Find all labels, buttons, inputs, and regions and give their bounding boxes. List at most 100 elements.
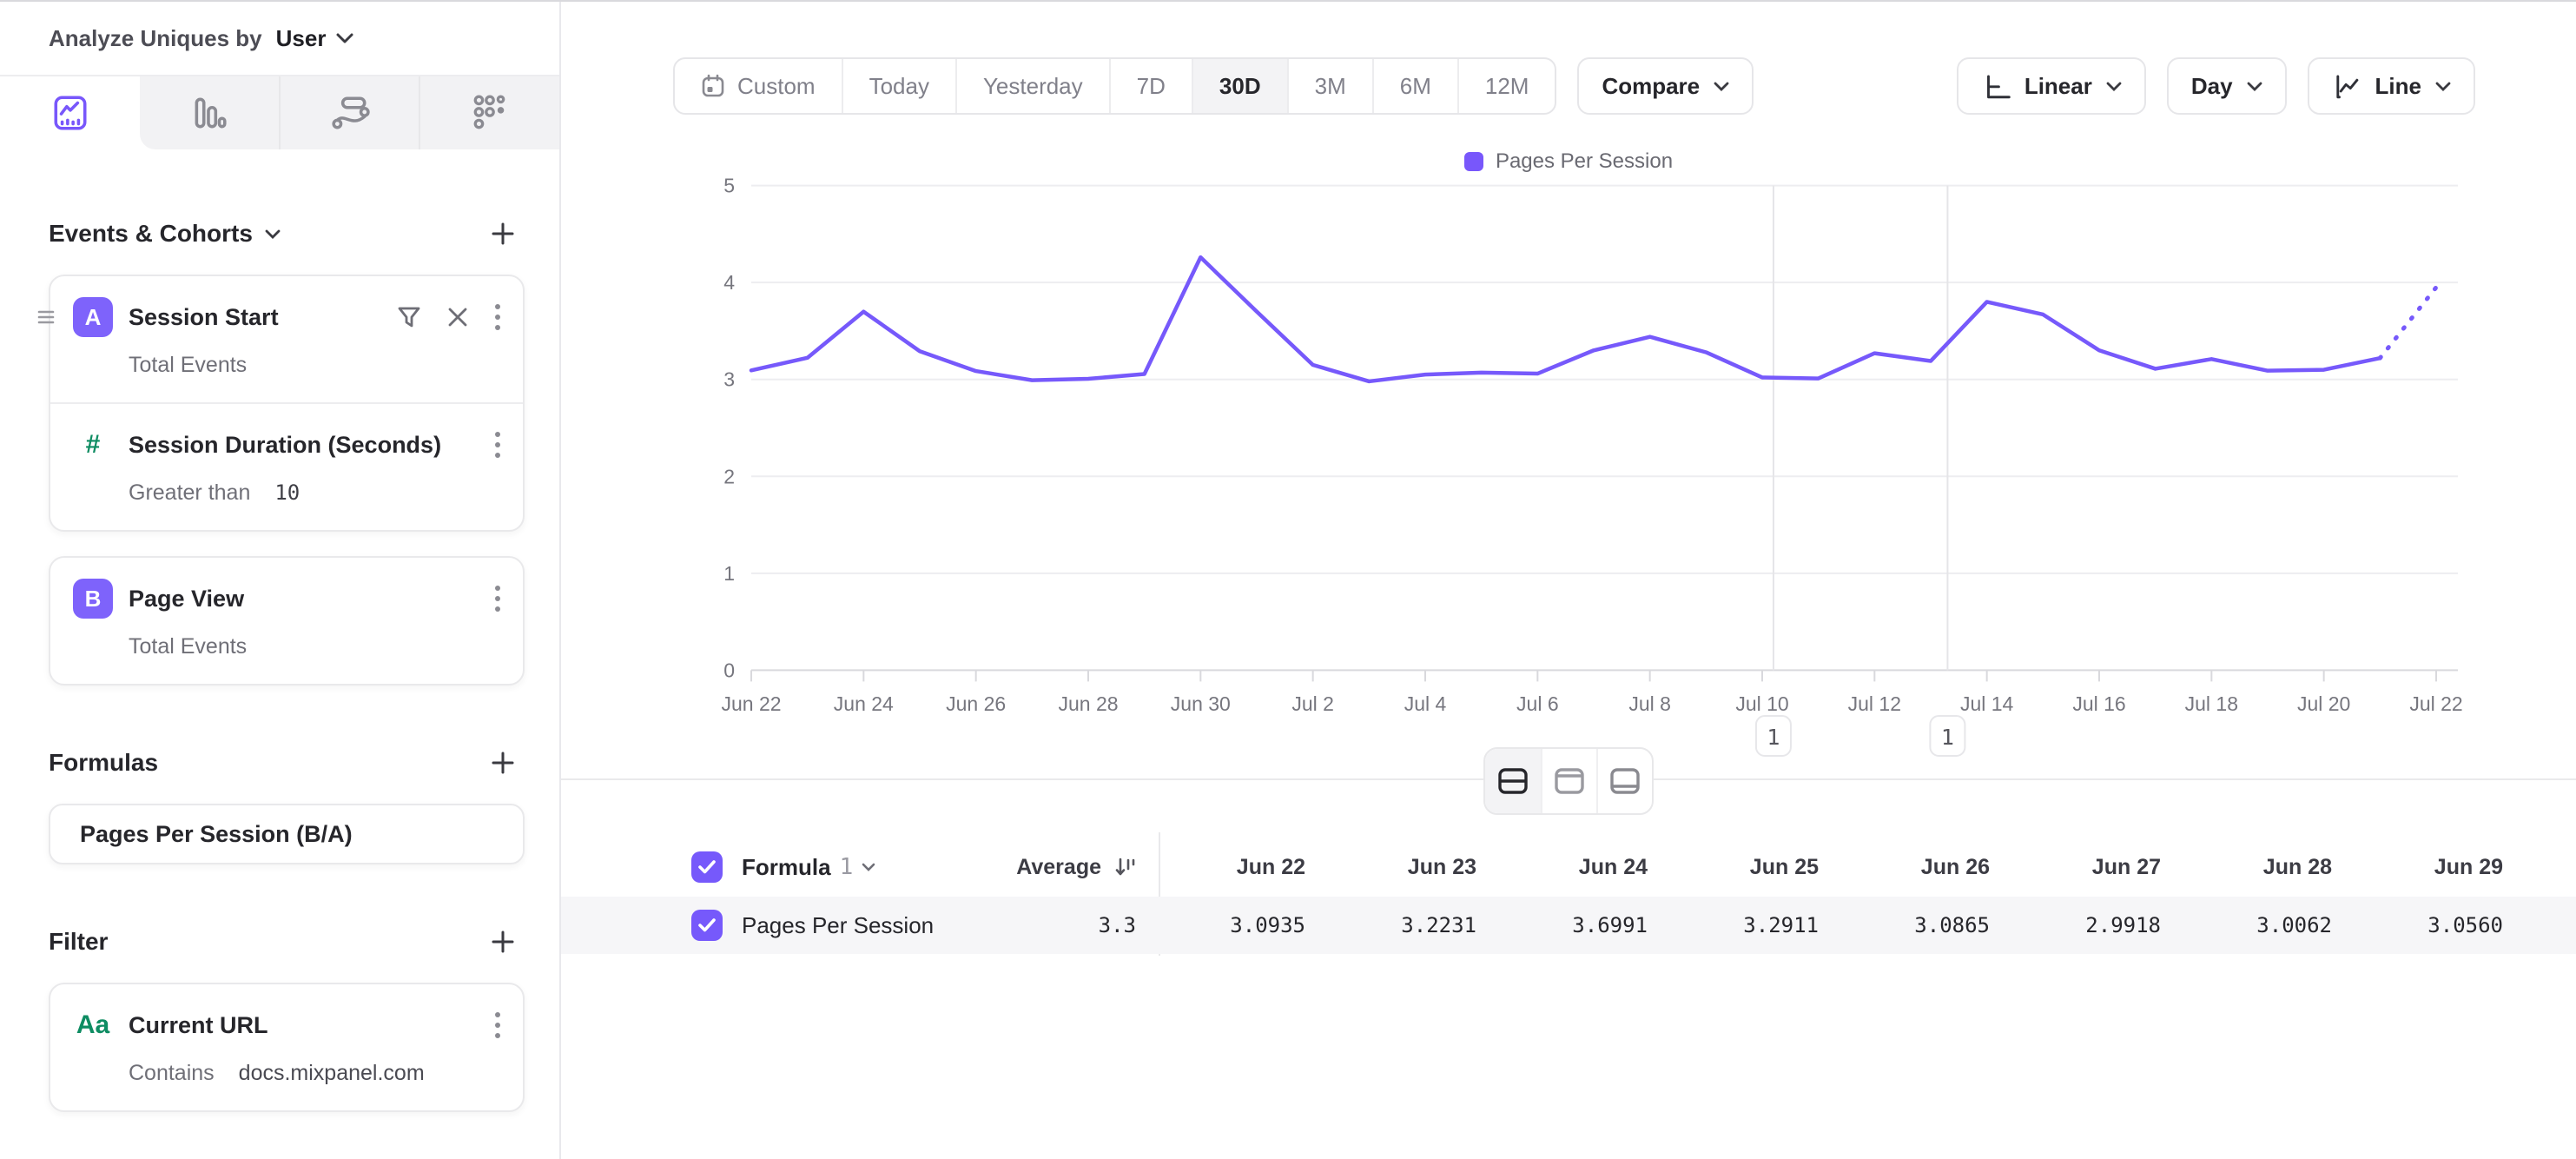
filter-header: Filter: [49, 925, 519, 958]
report-main-area: Custom Today Yesterday 7D 30D 3M 6M 12M Compare…: [561, 2, 2576, 1159]
x-axis-label: Jul 14: [1960, 692, 2014, 715]
y-axis-label: 3: [723, 368, 735, 391]
x-axis-label: Jun 26: [946, 692, 1006, 715]
date-column-header: Jun 22: [1236, 854, 1305, 879]
date-range-6m[interactable]: 6M: [1371, 59, 1457, 113]
chevron-down-icon: [2106, 82, 2122, 91]
chart-type-label: Line: [2375, 72, 2421, 99]
interval-selector-button[interactable]: Day: [2166, 57, 2287, 115]
y-axis-label: 5: [723, 175, 735, 197]
date-range-3m[interactable]: 3M: [1286, 59, 1372, 113]
formula-group-dropdown[interactable]: Formula 1: [742, 854, 875, 881]
event-letter-badge: A: [73, 297, 113, 337]
compare-button[interactable]: Compare: [1577, 57, 1754, 115]
date-range-30d[interactable]: 30D: [1191, 59, 1287, 113]
date-column-header: Jun 24: [1578, 854, 1648, 879]
x-axis-label: Jun 22: [721, 692, 781, 715]
interval-label: Day: [2190, 72, 2233, 99]
date-range-12m[interactable]: 12M: [1456, 59, 1556, 113]
annotation-count[interactable]: 1: [1941, 725, 1954, 750]
date-range-yesterday[interactable]: Yesterday: [954, 59, 1109, 113]
table-column-divider: [1159, 832, 1160, 956]
x-axis-label: Jul 10: [1735, 692, 1788, 715]
event-row-page-view[interactable]: B Page View Total Events: [50, 558, 523, 684]
events-cohorts-title-control[interactable]: Events & Cohorts: [49, 220, 281, 248]
y-axis-label: 2: [723, 465, 735, 487]
analyze-by-control[interactable]: Analyze Uniques by User: [0, 2, 559, 76]
date-range-7d[interactable]: 7D: [1108, 59, 1192, 113]
view-toggle-group: [1483, 747, 1654, 815]
x-axis-label: Jul 16: [2072, 692, 2125, 715]
linear-scale-icon: [1981, 71, 2011, 101]
retention-grid-icon: [470, 93, 510, 133]
kebab-menu-icon[interactable]: [493, 1010, 502, 1040]
date-column-header: Jun 23: [1407, 854, 1476, 879]
operator-label[interactable]: Greater than: [129, 480, 251, 505]
chart-legend-item[interactable]: Pages Per Session: [561, 149, 2576, 174]
scale-selector-button[interactable]: Linear: [1956, 57, 2146, 115]
tab-insights[interactable]: [0, 76, 140, 149]
formulas-title: Formulas: [49, 749, 159, 776]
annotation-badge[interactable]: [1929, 715, 1966, 757]
y-axis-label: 4: [723, 271, 735, 294]
insights-chart-icon: [50, 93, 90, 133]
operand-value[interactable]: docs.mixpanel.com: [238, 1061, 425, 1085]
filter-funnel-icon[interactable]: [396, 304, 422, 330]
kebab-menu-icon[interactable]: [493, 430, 502, 460]
analyze-by-value[interactable]: User: [275, 24, 327, 51]
formula-item[interactable]: Pages Per Session (B/A): [49, 804, 525, 864]
toggle-chart-only-view[interactable]: [1541, 749, 1596, 813]
chevron-down-icon: [265, 229, 281, 239]
line-chart-canvas: 0 1 2 3 4 5 Jun 22 Jun 24 Jun 26 Jun 28 Jun 30 Jul …: [721, 175, 2463, 757]
formulas-header: Formulas: [49, 746, 519, 779]
sort-descending-icon[interactable]: [1113, 856, 1136, 878]
toggle-split-view[interactable]: [1485, 749, 1541, 813]
x-axis-label: Jul 2: [1291, 692, 1334, 715]
chart-type-selector-button[interactable]: Line: [2307, 57, 2475, 115]
annotation-count[interactable]: 1: [1767, 725, 1780, 750]
series-row-label: Pages Per Session: [742, 911, 935, 938]
toggle-table-only-view[interactable]: [1596, 749, 1652, 813]
event-measure[interactable]: Total Events: [129, 353, 248, 377]
tab-retention[interactable]: [419, 76, 559, 149]
event-row-session-duration[interactable]: # Session Duration (Seconds) Greater tha…: [50, 402, 523, 530]
tab-flows[interactable]: [278, 76, 419, 149]
add-formula-button[interactable]: [486, 746, 519, 779]
kebab-menu-icon[interactable]: [493, 584, 502, 613]
tab-funnels[interactable]: [140, 76, 279, 149]
filter-row-current-url[interactable]: Aa Current URL Contains docs.mixpanel.co…: [50, 984, 523, 1110]
event-title: Page View: [129, 585, 245, 612]
x-axis-label: Jul 12: [1848, 692, 1901, 715]
drag-handle-icon[interactable]: [36, 308, 56, 327]
kebab-menu-icon[interactable]: [493, 302, 502, 332]
event-measure[interactable]: Total Events: [129, 634, 248, 659]
chart-only-view-icon: [1554, 767, 1585, 795]
calendar-icon: [701, 74, 725, 98]
annotation-badge[interactable]: [1754, 715, 1792, 757]
table-data-row[interactable]: Pages Per Session 3.3 3.0935 3.2231 3.6991…: [561, 897, 2576, 954]
x-axis-label: Jul 8: [1628, 692, 1671, 715]
date-range-custom[interactable]: Custom: [675, 59, 842, 113]
operand-value[interactable]: 10: [274, 480, 301, 505]
date-column-header: Jun 25: [1749, 854, 1819, 879]
events-cohorts-title: Events & Cohorts: [49, 220, 253, 247]
value-cell: 3.0865: [1914, 913, 1990, 937]
add-filter-button[interactable]: [486, 925, 519, 958]
date-range-today[interactable]: Today: [841, 59, 955, 113]
flows-icon: [330, 93, 370, 133]
table-row-values: 3.0935 3.2231 3.6991 3.2911 3.0865 2.9918 3.00…: [1159, 913, 2527, 937]
select-all-checkbox[interactable]: [691, 851, 723, 883]
y-axis-label: 1: [723, 562, 735, 585]
average-value: 3.3: [1098, 913, 1136, 937]
date-column-header: Jun 27: [2091, 854, 2161, 879]
string-property-icon: Aa: [76, 1010, 110, 1039]
event-row-session-start[interactable]: A Session Start Total Events: [37, 276, 523, 402]
operator-label[interactable]: Contains: [129, 1061, 215, 1085]
remove-x-icon[interactable]: [446, 306, 469, 328]
page-view-card: B Page View Total Events: [49, 556, 525, 685]
events-card: A Session Start Total Events: [37, 275, 525, 532]
average-column-header[interactable]: Average: [1016, 854, 1101, 879]
split-view-icon: [1497, 767, 1529, 795]
row-checkbox[interactable]: [691, 910, 723, 941]
add-event-button[interactable]: [486, 217, 519, 250]
